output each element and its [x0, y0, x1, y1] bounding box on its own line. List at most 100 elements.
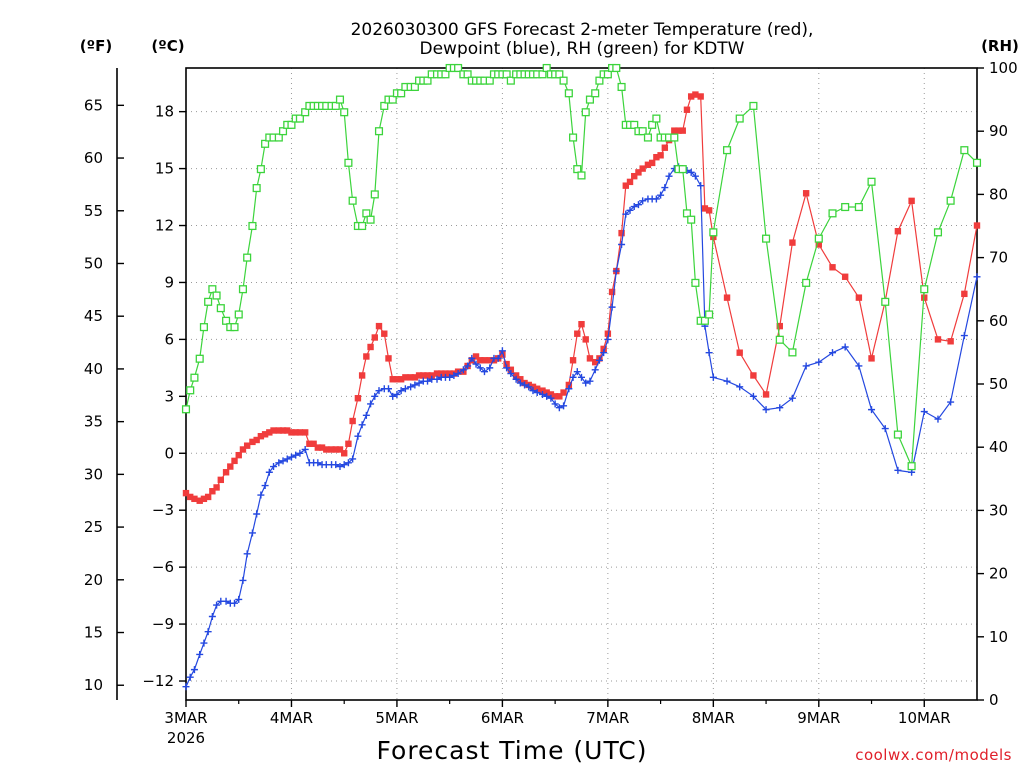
temperature-point [397, 376, 405, 383]
rh-point [907, 462, 916, 471]
fahrenheit-tick-label: 25 [84, 518, 103, 536]
dewpoint-point [407, 383, 415, 391]
rh-point [762, 234, 771, 243]
temperature-point [657, 152, 664, 159]
rh-tick-label: 60 [989, 312, 1008, 330]
dewpoint-point [415, 379, 423, 387]
dewpoint-point [261, 482, 269, 490]
temperature-point [600, 345, 607, 353]
dewpoint-point [516, 379, 524, 387]
dewpoint-point [393, 390, 401, 398]
x-tick-label: 5MAR [375, 709, 418, 727]
dewpoint-point [586, 377, 594, 385]
temperature-point [239, 446, 247, 453]
celsius-tick-label: 0 [164, 444, 174, 462]
dewpoint-point [604, 335, 612, 343]
dewpoint-point [894, 466, 902, 474]
dewpoint-point [472, 360, 480, 368]
temperature-point [375, 322, 383, 330]
fahrenheit-tick-label: 10 [84, 676, 103, 694]
rh-point [814, 234, 823, 243]
temperature-point [381, 330, 388, 337]
rh-tick-label: 100 [989, 59, 1018, 77]
temperature-point [253, 436, 260, 444]
dewpoint-point [802, 362, 810, 370]
temperature-point [661, 144, 669, 151]
fahrenheit-tick-label: 60 [84, 149, 103, 167]
temperature-point [481, 357, 488, 364]
temperature-point [314, 444, 322, 451]
rh-point [506, 76, 515, 85]
temperature-point [209, 488, 216, 495]
x-year-label: 2026 [167, 729, 205, 747]
temperature-point [275, 427, 283, 434]
rh-point [652, 114, 661, 123]
rh-point [573, 165, 582, 174]
dewpoint-point [367, 400, 375, 408]
dewpoint-point [340, 461, 348, 469]
dewpoint-point [464, 362, 472, 370]
rh-point [648, 120, 657, 129]
plot-frame [185, 67, 978, 701]
temperature-point [947, 338, 954, 345]
celsius-unit-label: (ºC) [151, 37, 184, 55]
rh-point [946, 196, 955, 205]
rh-point [564, 89, 573, 98]
rh-point [591, 89, 600, 98]
dewpoint-point [595, 356, 603, 364]
rh-point [216, 304, 225, 313]
rh-point [212, 291, 221, 300]
temperature-point [512, 372, 520, 379]
temperature-point [363, 353, 370, 360]
temperature-point [213, 484, 220, 491]
temperature-point [539, 387, 546, 394]
dewpoint-point [626, 206, 634, 214]
rh-point [854, 202, 863, 212]
dewpoint-point [231, 599, 239, 607]
data-series [181, 63, 982, 691]
dewpoint-point [612, 267, 620, 275]
temperature-point [477, 357, 484, 364]
celsius-tick-label: 3 [164, 387, 174, 405]
dewpoint-point [776, 404, 784, 412]
temperature-point [723, 294, 731, 301]
dewpoint-point [446, 373, 454, 381]
temperature-point [679, 127, 686, 134]
dewpoint-point [371, 392, 379, 400]
celsius-tick-label: 18 [155, 103, 174, 121]
celsius-tick-label: −3 [152, 501, 174, 519]
rh-point [542, 63, 551, 73]
rh-tick-label: 90 [989, 122, 1008, 140]
rh-tick-label: 10 [989, 628, 1008, 646]
rh-series [181, 63, 982, 471]
rh-point [261, 139, 270, 148]
dewpoint-point [582, 379, 590, 387]
rh-point [569, 133, 578, 142]
dewpoint-point [296, 449, 304, 457]
dewpoint-point [301, 445, 309, 453]
rh-point [199, 323, 208, 332]
dewpoint-point [424, 377, 432, 385]
dewpoint-point [618, 241, 626, 249]
rh-point [749, 101, 758, 110]
celsius-tick-label: −6 [152, 558, 174, 576]
temperature-point [284, 427, 291, 434]
temperature-point [618, 229, 625, 237]
temperature-point [697, 93, 704, 100]
dewpoint-point [239, 576, 247, 584]
fahrenheit-tick-label: 40 [84, 360, 103, 378]
temperature-point [560, 389, 567, 396]
rh-point [340, 108, 349, 117]
rh-point [709, 228, 718, 237]
dewpoint-point [543, 392, 551, 400]
rh-point [410, 82, 419, 92]
dewpoint-point [762, 406, 770, 414]
temperature-point [802, 190, 810, 197]
dewpoint-point [476, 364, 484, 372]
rh-line [185, 66, 978, 467]
temperature-point [402, 374, 409, 381]
dewpoint-point [454, 370, 462, 378]
temperature-point [534, 385, 541, 392]
temperature-point [626, 178, 634, 186]
